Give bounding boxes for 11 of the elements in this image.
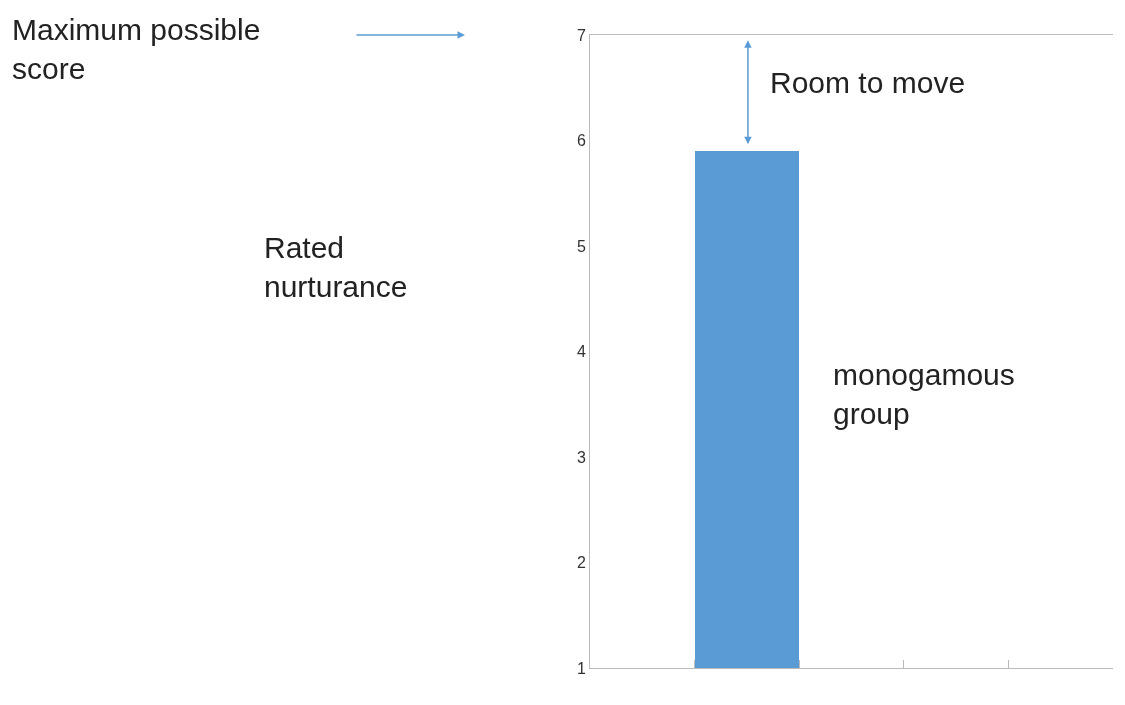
y-tick-label: 7 (576, 26, 586, 44)
text: Maximum possible score (12, 13, 261, 85)
y-tick-label: 6 (576, 132, 586, 150)
y-tick-label: 2 (576, 554, 586, 572)
y-tick-label: 5 (576, 237, 586, 255)
y-tick-label: 3 (576, 448, 586, 466)
y-tick-label: 4 (576, 343, 586, 361)
text: Rated nurturance (264, 231, 408, 303)
annotation: Room to move (770, 66, 966, 99)
series-label: monogamous group (833, 358, 1015, 430)
y-tick-label: 1 (576, 659, 586, 677)
